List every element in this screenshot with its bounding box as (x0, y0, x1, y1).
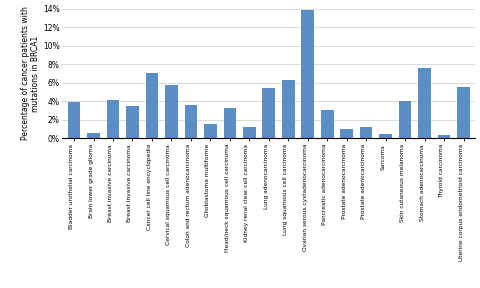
Bar (224, 108, 236, 138)
Bar (360, 127, 372, 138)
Bar (185, 105, 197, 138)
Bar (145, 73, 158, 138)
Bar (165, 85, 178, 138)
Bar (457, 87, 470, 138)
Bar (87, 133, 100, 138)
Bar (126, 106, 139, 138)
Bar (399, 101, 411, 138)
Bar (301, 10, 314, 138)
Bar (243, 127, 256, 138)
Bar (263, 88, 275, 138)
Y-axis label: Percentage of cancer patients with
mutations in BRCA1: Percentage of cancer patients with mutat… (21, 7, 40, 140)
Bar (379, 134, 392, 138)
Bar (204, 124, 216, 138)
Bar (321, 111, 334, 138)
Bar (68, 102, 81, 138)
Bar (438, 135, 450, 138)
Bar (418, 68, 431, 138)
Bar (282, 80, 295, 138)
Bar (107, 100, 120, 138)
Bar (340, 129, 353, 138)
